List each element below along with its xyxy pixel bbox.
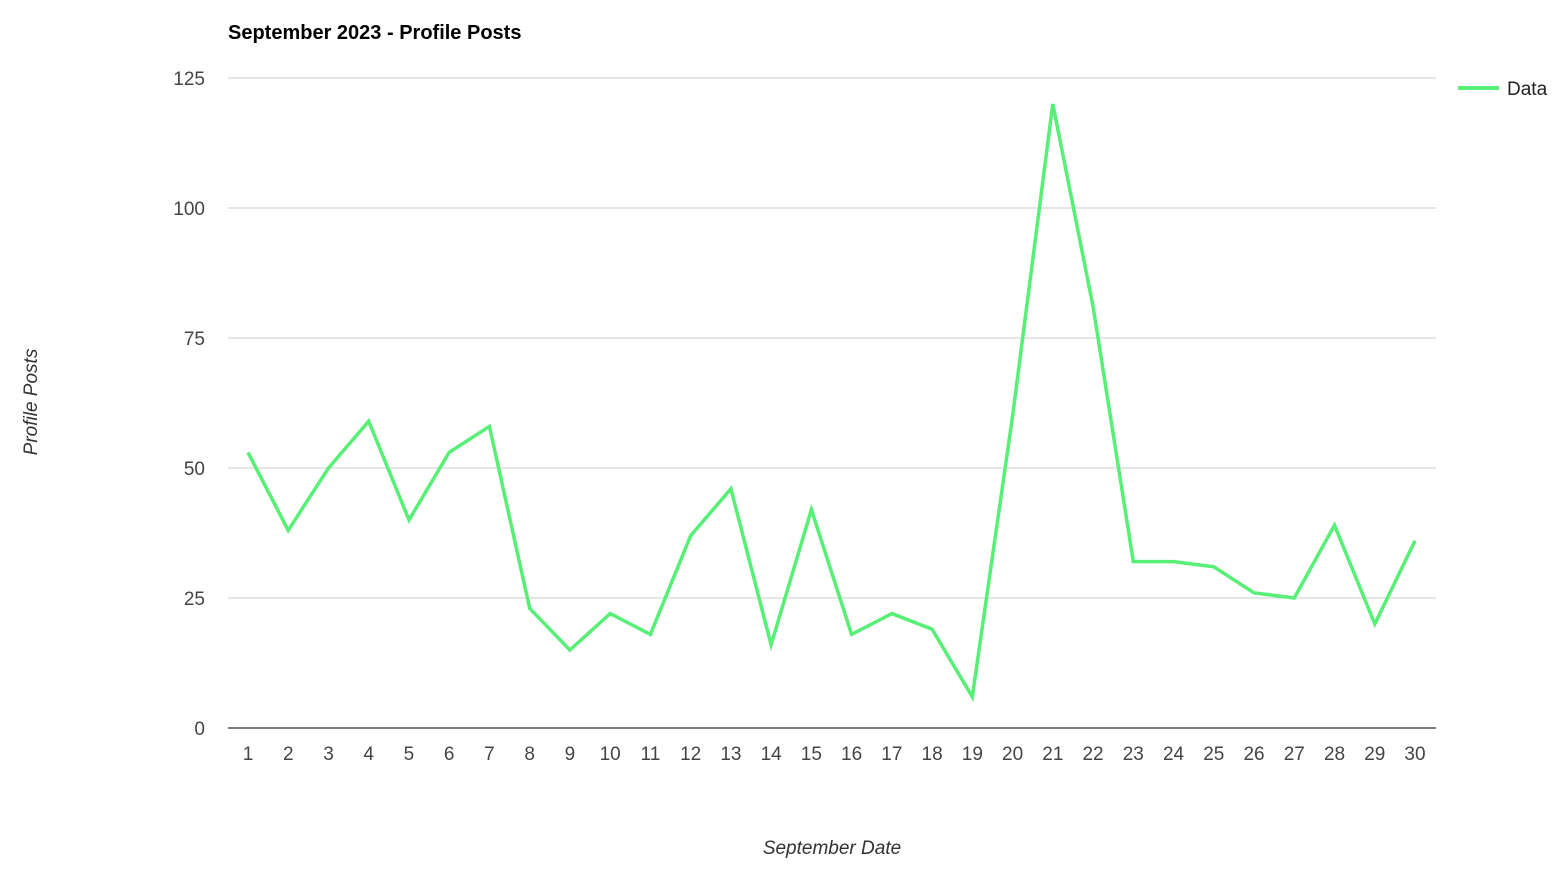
x-tick-label: 7: [484, 744, 495, 765]
y-axis-ticks: 0 25 50 75 100 125: [173, 69, 205, 740]
x-tick-label: 17: [881, 744, 902, 765]
x-tick-label: 5: [404, 744, 415, 765]
x-axis-ticks: 1 2 3 4 5 6 7 8 9 10 11 12 13 14 15 16 17 18 19 20 21 22 23 24 2…: [243, 744, 1426, 765]
legend-label: Data: [1507, 79, 1548, 100]
x-tick-label: 14: [761, 744, 783, 765]
y-tick-label: 125: [173, 69, 205, 90]
x-tick-label: 26: [1243, 744, 1264, 765]
x-tick-label: 11: [641, 744, 661, 765]
x-tick-label: 2: [283, 744, 294, 765]
x-tick-label: 13: [720, 744, 741, 765]
x-tick-label: 29: [1364, 744, 1385, 765]
x-tick-label: 9: [565, 744, 576, 765]
x-tick-label: 24: [1163, 744, 1185, 765]
series-lines: [246, 103, 1417, 702]
grid-lines: [228, 77, 1436, 599]
chart-title: September 2023 - Profile Posts: [228, 22, 521, 44]
x-tick-label: 25: [1203, 744, 1224, 765]
x-axis-title: September Date: [763, 838, 901, 859]
y-tick-label: 100: [173, 199, 205, 220]
x-tick-label: 15: [801, 744, 822, 765]
legend: Data: [1458, 79, 1548, 100]
x-tick-label: 12: [680, 744, 701, 765]
x-tick-label: 30: [1404, 744, 1425, 765]
y-tick-label: 75: [184, 329, 205, 350]
y-tick-label: 25: [184, 589, 205, 610]
x-tick-label: 18: [922, 744, 943, 765]
x-tick-label: 8: [524, 744, 535, 765]
x-tick-label: 6: [444, 744, 455, 765]
x-tick-label: 4: [363, 744, 374, 765]
x-tick-label: 23: [1123, 744, 1144, 765]
x-tick-label: 22: [1082, 744, 1103, 765]
y-axis-title: Profile Posts: [21, 348, 42, 455]
x-tick-label: 21: [1042, 744, 1063, 765]
x-tick-label: 16: [841, 744, 862, 765]
x-tick-label: 28: [1324, 744, 1345, 765]
x-tick-label: 19: [962, 744, 983, 765]
y-tick-label: 50: [184, 459, 205, 480]
y-tick-label: 0: [194, 719, 205, 740]
x-tick-label: 1: [243, 744, 254, 765]
series-line-0: [246, 103, 1417, 702]
x-tick-label: 20: [1002, 744, 1023, 765]
x-tick-label: 3: [323, 744, 334, 765]
x-tick-label: 10: [600, 744, 621, 765]
x-tick-label: 27: [1284, 744, 1305, 765]
